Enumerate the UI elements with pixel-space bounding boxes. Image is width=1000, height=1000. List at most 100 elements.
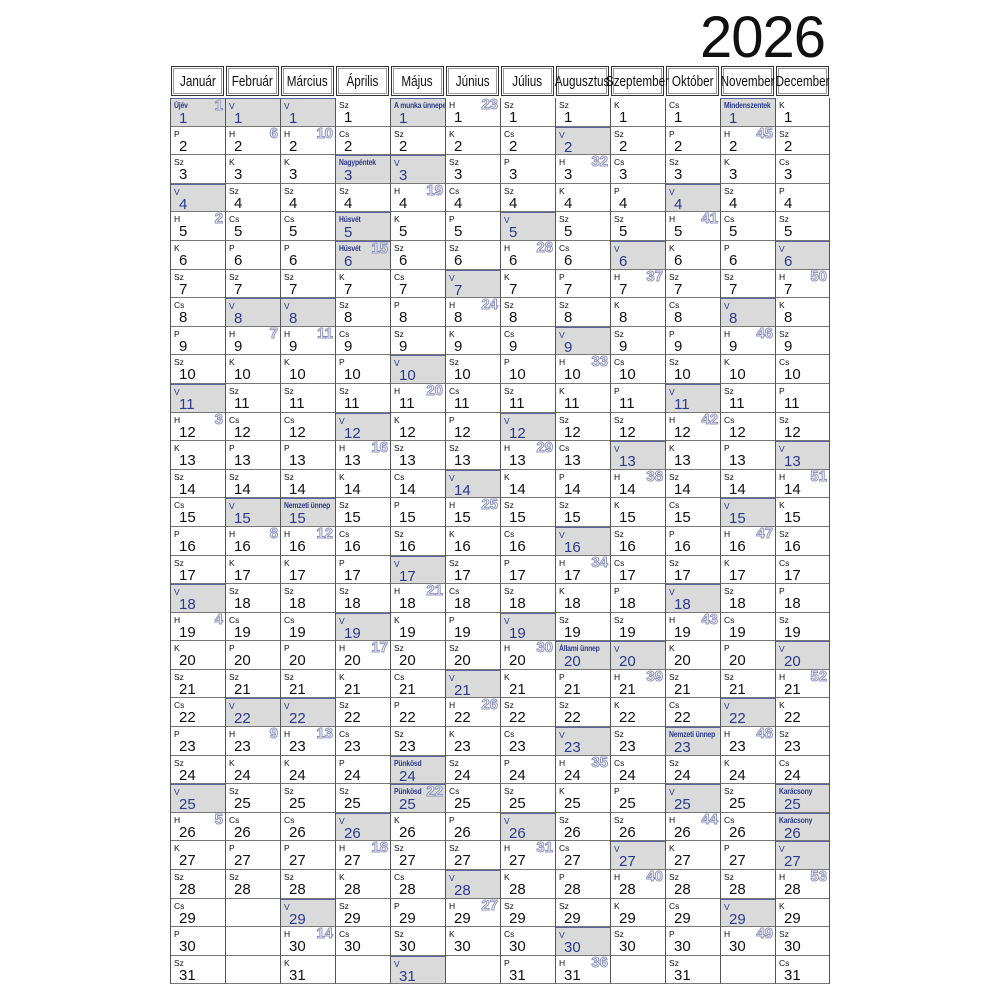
day-cell[interactable]: H 10 33 [556, 353, 610, 384]
day-cell[interactable]: Sz 19 [611, 613, 665, 642]
day-cell[interactable]: K 17 [226, 556, 280, 585]
day-cell[interactable]: Sz 27 [446, 841, 500, 871]
day-cell[interactable]: K 16 [446, 527, 500, 556]
day-cell[interactable]: Sz 3 [666, 155, 720, 184]
day-cell[interactable]: Cs 23 [336, 727, 390, 756]
day-cell[interactable]: Sz 15 [336, 498, 390, 527]
day-cell[interactable]: P 10 [501, 355, 555, 384]
day-cell[interactable]: K 21 [501, 670, 555, 699]
day-cell[interactable]: Sz 29 [556, 899, 610, 928]
day-cell[interactable]: K 29 [776, 899, 829, 928]
day-cell[interactable]: V 19 [336, 612, 390, 642]
day-cell[interactable]: Sz 2 [611, 127, 665, 156]
day-cell[interactable]: Sz 23 [391, 727, 445, 756]
day-cell[interactable]: Sz 20 [391, 641, 445, 670]
day-cell[interactable]: Sz 1 [501, 98, 555, 127]
day-cell[interactable]: Pünkösd 25 22 [391, 783, 445, 813]
day-cell[interactable]: Sz 18 [336, 584, 390, 613]
day-cell[interactable]: Sz 11 [281, 384, 335, 413]
day-cell[interactable]: Sz 5 [776, 212, 829, 241]
day-cell[interactable]: Sz 14 [171, 470, 225, 499]
day-cell[interactable]: Cs 26 [281, 813, 335, 842]
day-cell[interactable]: V 18 [171, 584, 225, 613]
day-cell[interactable]: Cs 9 [501, 327, 555, 356]
day-cell[interactable]: Sz 15 [501, 498, 555, 527]
day-cell[interactable]: K 24 [281, 756, 335, 785]
day-cell[interactable]: P 31 [501, 956, 555, 985]
day-cell[interactable]: V 12 [336, 412, 390, 442]
day-cell[interactable]: Sz 24 [446, 756, 500, 785]
day-cell[interactable]: H 16 8 [226, 524, 280, 556]
day-cell[interactable]: Cs 15 [171, 498, 225, 527]
day-cell[interactable]: V 20 [611, 641, 665, 670]
day-cell[interactable]: V 19 [501, 612, 555, 642]
day-cell[interactable]: Sz 7 [226, 270, 280, 299]
day-cell[interactable]: K 23 [446, 727, 500, 756]
day-cell[interactable]: Cs 6 [556, 241, 610, 270]
day-cell[interactable]: Cs 15 [666, 498, 720, 527]
day-cell[interactable]: H 9 11 [281, 324, 335, 356]
day-cell[interactable]: K 12 [391, 413, 445, 442]
day-cell[interactable]: Sz 22 [336, 698, 390, 728]
day-cell[interactable]: K 11 [556, 384, 610, 413]
day-cell[interactable]: Sz 23 [776, 727, 829, 756]
day-cell[interactable]: P 16 [171, 527, 225, 556]
day-cell[interactable]: K 24 [226, 756, 280, 785]
day-cell[interactable]: H 3 32 [556, 153, 610, 184]
day-cell[interactable]: Sz 3 [446, 155, 500, 184]
day-cell[interactable]: Cs 26 [721, 813, 775, 842]
day-cell[interactable]: P 14 [556, 470, 610, 499]
day-cell[interactable]: Cs 9 [336, 327, 390, 356]
day-cell[interactable]: Sz 25 [501, 784, 555, 813]
day-cell[interactable]: K 15 [776, 498, 829, 527]
day-cell[interactable]: Sz 18 [721, 584, 775, 613]
day-cell[interactable]: Cs 14 [391, 470, 445, 499]
day-cell[interactable]: K 13 [666, 441, 720, 470]
day-cell[interactable]: P 15 [391, 498, 445, 527]
day-cell[interactable]: K 18 [556, 584, 610, 613]
day-cell[interactable]: H 6 28 [501, 238, 555, 270]
day-cell[interactable]: Cs 27 [556, 841, 610, 871]
day-cell[interactable]: Pünkösd 24 [391, 755, 445, 785]
day-cell[interactable]: Sz 18 [281, 584, 335, 613]
day-cell[interactable]: V 26 [501, 812, 555, 842]
day-cell[interactable]: V 11 [171, 383, 225, 413]
day-cell[interactable]: Sz 2 [776, 127, 829, 156]
day-cell[interactable]: H 27 31 [501, 839, 555, 871]
day-cell[interactable]: Cs 11 [446, 384, 500, 413]
day-cell[interactable]: P 12 [446, 413, 500, 442]
day-cell[interactable]: Újév 1 1 [171, 97, 225, 127]
day-cell[interactable]: Sz 6 [391, 241, 445, 270]
day-cell[interactable]: P 17 [336, 556, 390, 585]
day-cell[interactable]: V 15 [226, 498, 280, 527]
day-cell[interactable]: Sz 17 [446, 556, 500, 585]
day-cell[interactable]: Sz 25 [721, 784, 775, 813]
day-cell[interactable]: Sz 28 [721, 870, 775, 899]
day-cell[interactable]: V 31 [391, 955, 445, 985]
day-cell[interactable]: Cs 29 [171, 899, 225, 928]
day-cell[interactable]: H 20 17 [336, 639, 390, 670]
day-cell[interactable]: K 20 [666, 641, 720, 670]
day-cell[interactable]: Sz 11 [501, 384, 555, 413]
day-cell[interactable]: Cs 17 [611, 556, 665, 585]
day-cell[interactable]: P 22 [391, 698, 445, 728]
day-cell[interactable]: Cs 5 [721, 212, 775, 241]
day-cell[interactable]: Cs 10 [611, 355, 665, 384]
day-cell[interactable]: V 18 [666, 584, 720, 613]
day-cell[interactable]: P 28 [556, 870, 610, 899]
day-cell[interactable]: H 9 46 [721, 324, 775, 356]
day-cell[interactable]: Cs 5 [226, 212, 280, 241]
day-cell[interactable]: H 2 10 [281, 124, 335, 156]
day-cell[interactable]: K 17 [281, 556, 335, 585]
day-cell[interactable]: H 21 52 [776, 667, 829, 699]
